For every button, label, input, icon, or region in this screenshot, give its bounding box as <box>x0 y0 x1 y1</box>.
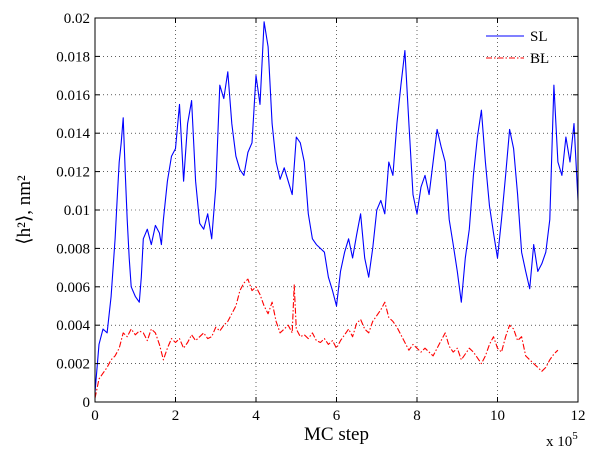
legend-label-sl: SL <box>530 29 548 45</box>
y-axis-label: ⟨h²⟩, nm² <box>14 175 35 245</box>
legend-label-bl: BL <box>530 51 549 67</box>
series-line-bl <box>94 278 559 399</box>
x-multiplier-base: x 10 <box>546 434 572 450</box>
series-lines <box>94 21 579 399</box>
x-axis-multiplier: x 105 <box>546 430 578 450</box>
x-tick-label: 10 <box>490 408 505 424</box>
x-axis-label: MC step <box>304 424 369 445</box>
x-tick-label: 8 <box>413 408 421 424</box>
x-multiplier-exponent: 5 <box>572 430 578 442</box>
y-tick-label: 0.012 <box>56 165 90 181</box>
x-tick-label: 2 <box>172 408 180 424</box>
series-line-sl <box>94 21 579 393</box>
y-tick-label: 0.01 <box>64 203 90 219</box>
y-tick-label: 0.002 <box>56 357 90 373</box>
y-tick-label: 0.018 <box>56 49 90 65</box>
x-tick-label: 6 <box>333 408 341 424</box>
grid-lines <box>95 18 578 402</box>
y-tick-label: 0.006 <box>56 280 90 296</box>
x-tick-label: 0 <box>91 408 99 424</box>
y-tick-label: 0.016 <box>56 88 90 104</box>
y-tick-label: 0.02 <box>64 11 90 27</box>
x-tick-label: 12 <box>571 408 586 424</box>
y-tick-label: 0.014 <box>56 126 90 142</box>
legend: SL BL <box>486 29 549 67</box>
x-tick-label: 4 <box>252 408 260 424</box>
y-tick-label: 0.004 <box>56 318 90 334</box>
axis-ticks: 0 2 4 6 8 10 12 0 0.002 0.004 0.006 0.008 0.01 0.012 0… <box>56 11 585 424</box>
y-tick-label: 0.008 <box>56 241 90 257</box>
y-tick-label: 0 <box>83 395 91 411</box>
